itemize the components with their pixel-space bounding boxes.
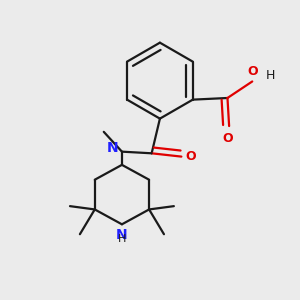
Text: H: H [266, 69, 275, 82]
Text: H: H [118, 234, 126, 244]
Text: N: N [116, 228, 128, 242]
Text: O: O [222, 132, 233, 145]
Text: N: N [106, 141, 118, 155]
Text: O: O [185, 150, 196, 163]
Text: O: O [247, 64, 258, 77]
